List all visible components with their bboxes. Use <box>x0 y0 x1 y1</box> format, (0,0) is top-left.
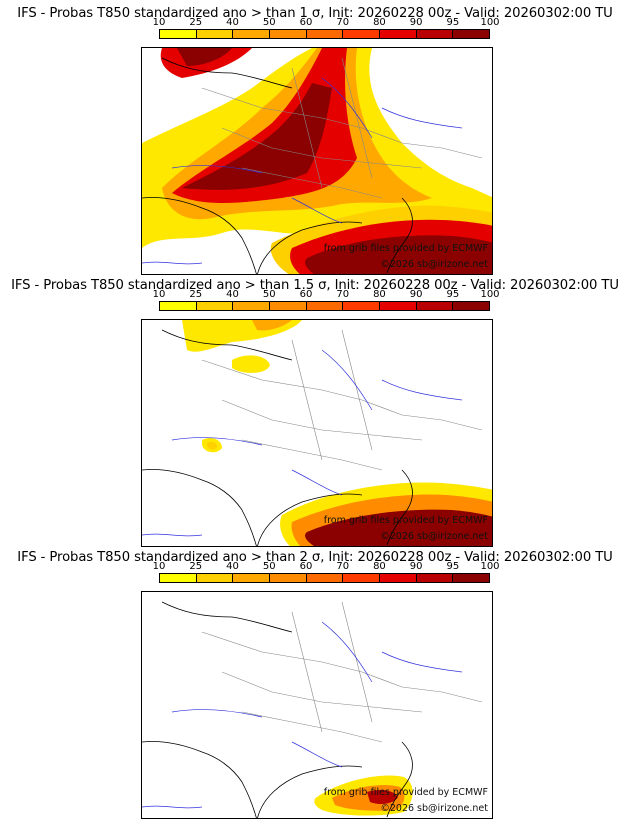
tick-label: 60 <box>299 289 313 300</box>
panel-3: IFS - Probas T850 standardized ano > tha… <box>0 544 630 820</box>
colorbar-segment <box>306 574 344 582</box>
tick-label: 25 <box>189 561 203 572</box>
copyright-credit: ©2026 sb@irizone.net <box>380 259 488 270</box>
tick-label: 95 <box>446 17 460 28</box>
colorbar-ticks: 10 25 40 50 60 70 80 90 95 100 <box>153 561 500 573</box>
tick-label: 90 <box>409 289 423 300</box>
colorbar-segment <box>196 302 234 310</box>
colorbar-segment <box>196 30 234 38</box>
colorbar-segment <box>380 30 417 38</box>
colorbar-segment <box>453 302 490 310</box>
colorbar-segment <box>416 302 454 310</box>
tick-label: 95 <box>446 289 460 300</box>
tick-label: 25 <box>189 17 203 28</box>
tick-label: 100 <box>480 289 500 300</box>
colorbar <box>159 573 490 583</box>
source-credit: from grib files provided by ECMWF <box>323 515 488 526</box>
colorbar <box>159 29 490 39</box>
colorbar-segment <box>380 574 417 582</box>
tick-label: 80 <box>373 17 386 28</box>
tick-label: 100 <box>480 17 500 28</box>
colorbar-segment <box>160 574 197 582</box>
colorbar-segment <box>306 302 344 310</box>
colorbar-segment <box>343 302 381 310</box>
tick-label: 25 <box>189 289 203 300</box>
tick-label: 50 <box>262 17 276 28</box>
tick-label: 40 <box>226 289 239 300</box>
colorbar-segment <box>453 30 490 38</box>
colorbar-segment <box>416 574 454 582</box>
colorbar-segment <box>160 302 197 310</box>
colorbar-segment <box>233 302 271 310</box>
probability-map: from grib files provided by ECMWF ©2026 … <box>141 319 493 547</box>
tick-label: 40 <box>226 561 239 572</box>
colorbar-segment <box>380 302 417 310</box>
tick-label: 10 <box>152 289 166 300</box>
panel-title: IFS - Probas T850 standardized ano > tha… <box>17 550 613 565</box>
tick-label: 10 <box>152 17 166 28</box>
colorbar-segment <box>270 30 307 38</box>
colorbar <box>159 301 490 311</box>
tick-label: 100 <box>480 561 500 572</box>
tick-label: 50 <box>262 289 276 300</box>
colorbar-segment <box>270 574 307 582</box>
tick-label: 60 <box>299 561 313 572</box>
tick-label: 90 <box>409 17 423 28</box>
colorbar-segment <box>270 302 307 310</box>
probability-map: from grib files provided by ECMWF ©2026 … <box>141 591 493 819</box>
tick-label: 90 <box>409 561 423 572</box>
tick-label: 70 <box>336 17 350 28</box>
panel-title: IFS - Probas T850 standardized ano > tha… <box>17 6 613 21</box>
tick-label: 60 <box>299 17 313 28</box>
source-credit: from grib files provided by ECMWF <box>323 787 488 798</box>
panel-2: IFS - Probas T850 standardized ano > tha… <box>0 272 630 548</box>
colorbar-ticks: 10 25 40 50 60 70 80 90 95 100 <box>153 289 500 301</box>
colorbar-segment <box>453 574 490 582</box>
colorbar-segment <box>306 30 344 38</box>
colorbar-segment <box>343 30 381 38</box>
tick-label: 95 <box>446 561 460 572</box>
tick-label: 10 <box>152 561 166 572</box>
tick-label: 50 <box>262 561 276 572</box>
colorbar-segment <box>233 574 271 582</box>
tick-label: 80 <box>373 289 386 300</box>
panel-title: IFS - Probas T850 standardized ano > tha… <box>11 278 619 293</box>
tick-label: 70 <box>336 289 350 300</box>
colorbar-segment <box>160 30 197 38</box>
probability-map: from grib files provided by ECMWF ©2026 … <box>141 47 493 275</box>
panel-1: IFS - Probas T850 standardized ano > tha… <box>0 0 630 276</box>
colorbar-segment <box>416 30 454 38</box>
tick-label: 40 <box>226 17 239 28</box>
copyright-credit: ©2026 sb@irizone.net <box>380 531 488 542</box>
colorbar-segment <box>196 574 234 582</box>
tick-label: 80 <box>373 561 386 572</box>
colorbar-ticks: 10 25 40 50 60 70 80 90 95 100 <box>153 17 500 29</box>
tick-label: 70 <box>336 561 350 572</box>
copyright-credit: ©2026 sb@irizone.net <box>380 803 488 814</box>
colorbar-segment <box>343 574 381 582</box>
colorbar-segment <box>233 30 271 38</box>
source-credit: from grib files provided by ECMWF <box>323 243 488 254</box>
